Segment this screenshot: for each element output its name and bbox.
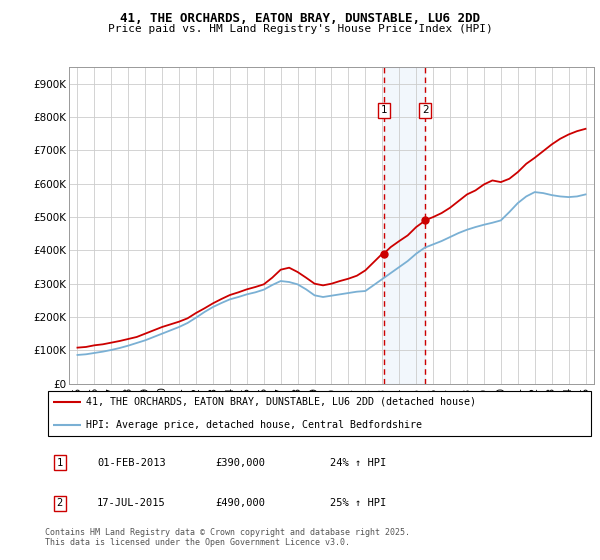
Text: £490,000: £490,000 xyxy=(215,498,265,508)
FancyBboxPatch shape xyxy=(48,391,591,436)
Text: £390,000: £390,000 xyxy=(215,458,265,468)
Text: Price paid vs. HM Land Registry's House Price Index (HPI): Price paid vs. HM Land Registry's House … xyxy=(107,24,493,34)
Text: 25% ↑ HPI: 25% ↑ HPI xyxy=(331,498,387,508)
Text: Contains HM Land Registry data © Crown copyright and database right 2025.
This d: Contains HM Land Registry data © Crown c… xyxy=(45,528,410,547)
Bar xyxy=(383,67,425,384)
Text: 1: 1 xyxy=(56,458,63,468)
Text: 01-FEB-2013: 01-FEB-2013 xyxy=(97,458,166,468)
Text: 24% ↑ HPI: 24% ↑ HPI xyxy=(331,458,387,468)
Text: 17-JUL-2015: 17-JUL-2015 xyxy=(97,498,166,508)
Text: HPI: Average price, detached house, Central Bedfordshire: HPI: Average price, detached house, Cent… xyxy=(86,419,422,430)
Text: 2: 2 xyxy=(422,105,428,115)
Text: 2: 2 xyxy=(56,498,63,508)
Text: 41, THE ORCHARDS, EATON BRAY, DUNSTABLE, LU6 2DD (detached house): 41, THE ORCHARDS, EATON BRAY, DUNSTABLE,… xyxy=(86,397,476,407)
Text: 41, THE ORCHARDS, EATON BRAY, DUNSTABLE, LU6 2DD: 41, THE ORCHARDS, EATON BRAY, DUNSTABLE,… xyxy=(120,12,480,25)
Text: 1: 1 xyxy=(380,105,387,115)
